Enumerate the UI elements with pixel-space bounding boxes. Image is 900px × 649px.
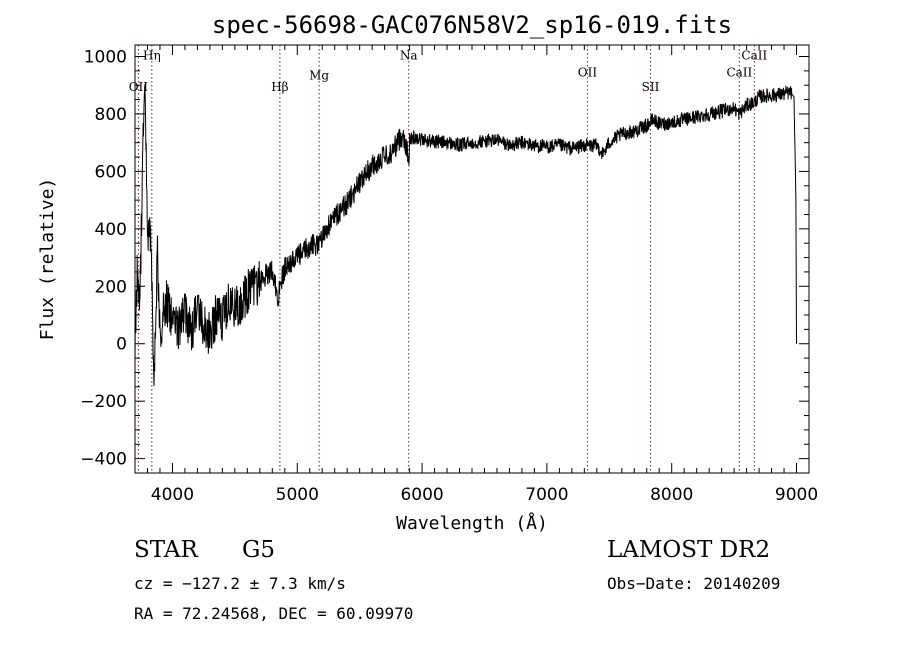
redshift-value: cz = −127.2 ± 7.3 km/s <box>134 574 346 593</box>
y-tick-label: 200 <box>95 277 127 297</box>
spectral-line-label: OII <box>129 80 149 94</box>
y-tick-label: 800 <box>95 105 127 125</box>
spectral-line-label: Hβ <box>271 80 288 94</box>
spectral-line-label: SII <box>642 80 660 94</box>
obs-date: Obs−Date: 20140209 <box>607 574 781 593</box>
spectral-line-label: CaII <box>741 48 767 62</box>
x-tick-label: 7000 <box>525 485 568 505</box>
survey-name: LAMOST DR2 <box>607 537 771 563</box>
y-tick-label: 600 <box>95 162 127 182</box>
spectral-line-label: Mg <box>309 68 329 82</box>
y-tick-label: −200 <box>80 392 127 412</box>
spectral-line-label: Hη <box>143 48 161 62</box>
flux-series-line <box>134 83 797 387</box>
x-tick-label: 6000 <box>400 485 443 505</box>
x-axis-label: Wavelength (Å) <box>396 512 548 534</box>
spectral-line-label: Na <box>400 48 418 62</box>
coordinates: RA = 72.24568, DEC = 60.09970 <box>134 604 414 623</box>
y-tick-label: −400 <box>80 450 127 470</box>
x-tick-label: 5000 <box>276 485 319 505</box>
y-axis-label: Flux (relative) <box>37 178 58 341</box>
spectral-line-label: OII <box>578 66 598 80</box>
y-tick-label: 400 <box>95 220 127 240</box>
object-subclass: G5 <box>242 537 276 563</box>
chart-title: spec-56698-GAC076N58V2_sp16-019.fits <box>212 11 732 39</box>
x-tick-label: 9000 <box>775 485 818 505</box>
object-class: STAR <box>134 537 198 563</box>
spectral-line-label: CaII <box>726 66 752 80</box>
y-tick-label: 0 <box>116 335 127 355</box>
plot-frame <box>134 44 810 474</box>
y-tick-label: 1000 <box>84 47 127 67</box>
x-tick-label: 8000 <box>650 485 693 505</box>
x-tick-label: 4000 <box>151 485 194 505</box>
